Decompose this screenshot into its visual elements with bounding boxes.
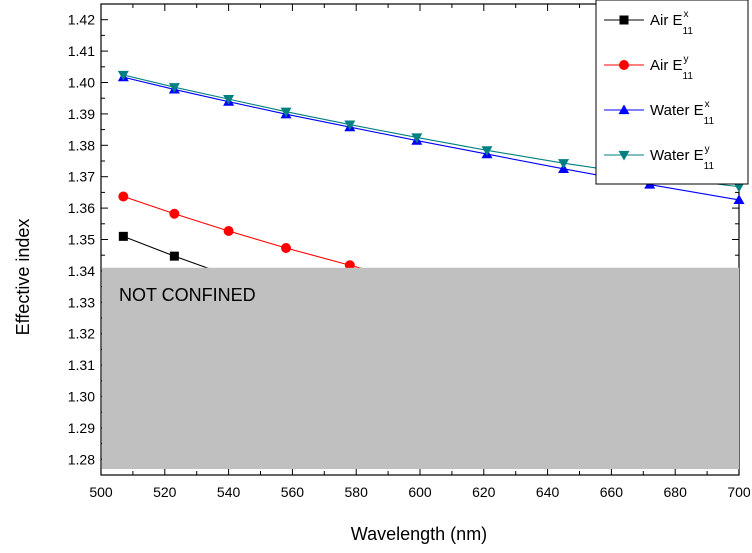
data-point-water-ey — [481, 146, 493, 156]
data-point-water-ey — [117, 70, 129, 81]
data-point-air-ey — [169, 208, 180, 219]
y-tick-label: 1.31 — [68, 357, 95, 373]
legend-label: Air E — [650, 57, 683, 74]
y-tick-label: 1.41 — [68, 43, 95, 59]
x-axis-label: Wavelength (nm) — [351, 524, 487, 544]
data-point-water-ey — [280, 107, 292, 118]
legend-label: Water E — [650, 147, 704, 164]
legend-superscript: x — [684, 9, 689, 20]
x-tick-label: 680 — [664, 484, 688, 500]
not-confined-region-overlay — [102, 267, 739, 469]
x-tick-label: 640 — [536, 484, 560, 500]
y-tick-label: 1.30 — [68, 389, 95, 405]
data-point-air-ey — [118, 191, 129, 202]
x-tick-label: 580 — [345, 484, 369, 500]
legend-superscript: y — [705, 144, 710, 155]
x-tick-label: 660 — [600, 484, 624, 500]
y-tick-label: 1.35 — [68, 232, 95, 248]
y-tick-label: 1.36 — [68, 200, 95, 216]
x-tick-label: 540 — [217, 484, 241, 500]
legend-subscript: 11 — [683, 26, 694, 37]
data-point-water-ey — [223, 95, 235, 105]
y-tick-label: 1.34 — [68, 263, 95, 279]
series-layer: NOT CONFINED — [102, 70, 745, 469]
y-tick-label: 1.40 — [68, 75, 95, 91]
data-point-air-ex — [118, 231, 128, 241]
legend-marker — [619, 15, 629, 25]
data-point-water-ey — [168, 83, 180, 93]
legend-subscript: 11 — [704, 116, 715, 127]
x-tick-label: 620 — [472, 484, 496, 500]
y-tick-label: 1.42 — [68, 12, 95, 28]
y-tick-label: 1.33 — [68, 294, 95, 310]
data-point-water-ey — [344, 120, 356, 131]
data-point-water-ey — [558, 159, 570, 169]
y-tick-label: 1.38 — [68, 137, 95, 153]
data-point-air-ey — [344, 260, 355, 271]
legend-superscript: x — [705, 99, 710, 110]
legend-marker — [618, 104, 630, 115]
legend-subscript: 11 — [704, 161, 715, 172]
x-tick-label: 520 — [153, 484, 177, 500]
y-tick-label: 1.37 — [68, 169, 95, 185]
x-tick-label: 600 — [408, 484, 432, 500]
legend-label: Air E — [650, 12, 683, 29]
legend-superscript: y — [684, 54, 689, 65]
x-tick-label: 700 — [727, 484, 751, 500]
data-point-water-ex — [733, 194, 745, 205]
y-tick-label: 1.39 — [68, 106, 95, 122]
y-tick-label: 1.28 — [68, 451, 95, 467]
legend-label: Water E — [650, 102, 704, 119]
y-tick-label: 1.32 — [68, 326, 95, 342]
y-tick-label: 1.29 — [68, 420, 95, 436]
legend-marker — [619, 60, 629, 70]
y-axis-label: Effective index — [13, 219, 33, 336]
not-confined-label-overlay: NOT CONFINED — [119, 285, 256, 305]
data-point-air-ey — [223, 226, 234, 237]
x-tick-label: 500 — [89, 484, 113, 500]
legend-marker — [618, 150, 630, 161]
data-point-water-ey — [411, 133, 423, 143]
x-tick-label: 560 — [281, 484, 305, 500]
data-point-air-ey — [281, 242, 292, 253]
data-point-air-ex — [169, 251, 179, 261]
data-point-water-ey — [733, 182, 745, 193]
legend-subscript: 11 — [683, 71, 694, 82]
